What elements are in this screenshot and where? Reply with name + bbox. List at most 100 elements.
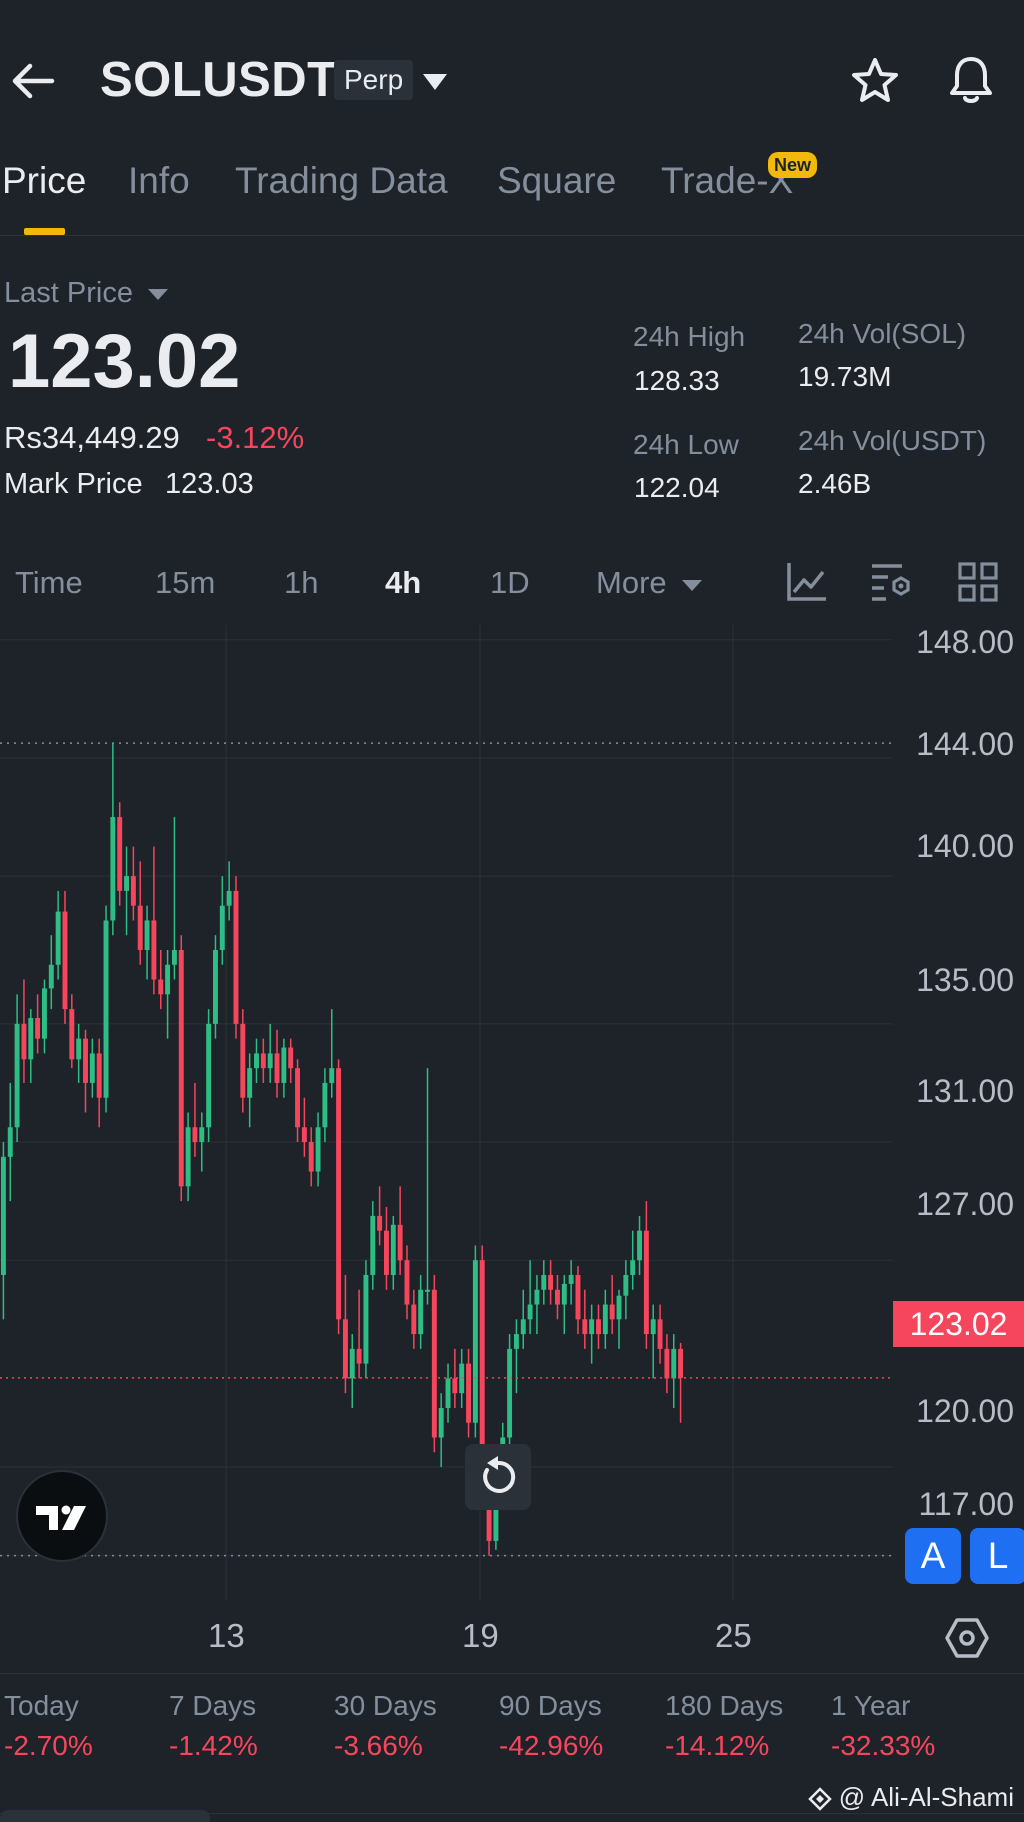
candle-body-down: [582, 1319, 588, 1335]
interval-1d[interactable]: 1D: [490, 565, 530, 600]
candle-body-up: [513, 1334, 519, 1349]
last-price-tag: 123.02: [893, 1301, 1024, 1347]
candle-body-down: [130, 876, 136, 906]
chevron-down-icon: [423, 74, 447, 90]
candle-body-down: [21, 1023, 27, 1060]
interval-15m[interactable]: 15m: [155, 565, 216, 600]
chart-settings-icon: [872, 564, 910, 601]
candle-body-up: [124, 876, 130, 891]
candle-body-down: [336, 1068, 342, 1320]
y-axis-label: 120.00: [916, 1393, 1014, 1429]
tab-info[interactable]: Info: [128, 160, 190, 201]
log-scale-button[interactable]: L: [970, 1528, 1024, 1584]
high-24h-value: 128.33: [634, 365, 720, 396]
price-type-selector[interactable]: Last Price: [4, 277, 169, 310]
candle-body-down: [308, 1142, 314, 1172]
candle-body-down: [554, 1289, 560, 1305]
hexagon-settings-icon: [945, 1618, 989, 1658]
bottom-sheet-handle[interactable]: [0, 1810, 210, 1822]
y-axis-label: 135.00: [916, 962, 1014, 998]
candle-body-down: [83, 1038, 88, 1083]
candle-body-down: [479, 1260, 485, 1482]
candle-body-down: [596, 1319, 601, 1335]
candlestick-chart[interactable]: [0, 625, 1024, 1600]
layout-grid-button[interactable]: [958, 562, 998, 602]
candle-body-down: [431, 1289, 437, 1438]
candle-body-up: [568, 1275, 574, 1284]
interval-more[interactable]: More: [596, 565, 703, 601]
candle-body-up: [281, 1047, 287, 1083]
candle-body-up: [349, 1348, 355, 1379]
auto-scale-button[interactable]: A: [905, 1528, 961, 1584]
tab-trading-data[interactable]: Trading Data: [235, 160, 448, 201]
candle-body-down: [62, 911, 68, 1010]
interval-4h[interactable]: 4h: [385, 565, 422, 600]
low-24h-value: 122.04: [634, 472, 720, 503]
candle-body-up: [206, 1023, 212, 1128]
tab-square[interactable]: Square: [497, 160, 617, 201]
candle-body-down: [96, 1053, 102, 1098]
tab-price[interactable]: Price: [2, 160, 87, 201]
perf-label-7d: 7 Days: [169, 1690, 257, 1721]
perf-value-180d: -14.12%: [665, 1730, 770, 1761]
perf-label-90d: 90 Days: [499, 1690, 602, 1721]
candle-body-up: [76, 1038, 82, 1060]
candle-body-down: [404, 1260, 410, 1305]
mark-price-value: 123.03: [165, 468, 254, 500]
candle-body-down: [137, 905, 143, 950]
vol-base-value: 19.73M: [798, 361, 892, 392]
y-axis-label: 148.00: [916, 624, 1014, 660]
candle-body-down: [548, 1275, 554, 1290]
back-button[interactable]: [8, 58, 58, 104]
candle-body-up: [445, 1378, 451, 1408]
candle-body-up: [7, 1127, 13, 1157]
symbol-dropdown-button[interactable]: [420, 70, 450, 94]
candle-body-up: [527, 1304, 533, 1320]
watermark: @ Ali-Al-Shami: [807, 1782, 1014, 1813]
candle-body-up: [561, 1283, 567, 1305]
y-axis-label: 140.00: [916, 828, 1014, 864]
refresh-icon: [483, 1456, 516, 1493]
candle-body-up: [507, 1348, 513, 1438]
interval-1h[interactable]: 1h: [284, 565, 319, 600]
candle-body-up: [418, 1289, 424, 1335]
price-type-label: Last Price: [4, 277, 133, 309]
back-arrow-icon: [12, 63, 55, 99]
candle-body-up: [534, 1289, 540, 1305]
candles: [0, 743, 893, 1556]
candle-body-up: [650, 1319, 656, 1335]
candle-body-down: [609, 1304, 615, 1320]
chart-bottom-divider: [0, 1673, 1024, 1674]
perf-bottom-divider: [0, 1813, 1024, 1814]
candle-body-up: [14, 1023, 20, 1128]
perf-value-1y: -32.33%: [831, 1730, 936, 1761]
perf-label-1y: 1 Year: [831, 1690, 911, 1721]
candle-body-down: [260, 1053, 266, 1069]
perf-value-7d: -1.42%: [169, 1730, 258, 1761]
vol-base-label: 24h Vol(SOL): [798, 318, 967, 349]
indicators-button[interactable]: [786, 560, 828, 602]
tradingview-logo[interactable]: [16, 1470, 108, 1562]
candle-body-up: [315, 1127, 321, 1172]
interval-more-label: More: [596, 565, 667, 600]
symbol-title[interactable]: SOLUSDT: [100, 53, 338, 107]
candle-body-up: [616, 1295, 622, 1320]
y-axis-label: 131.00: [916, 1073, 1014, 1109]
reset-chart-button[interactable]: [465, 1444, 531, 1510]
candle-body-up: [55, 911, 61, 965]
mark-price-label: Mark Price: [4, 468, 143, 500]
candle-body-down: [192, 1127, 198, 1143]
x-axis-label: 13: [208, 1617, 245, 1654]
candle-body-down: [178, 950, 184, 1187]
candle-body-down: [486, 1481, 492, 1541]
candle-body-down: [356, 1348, 362, 1364]
chart-settings-button[interactable]: [870, 562, 914, 602]
contract-type-badge: Perp: [334, 60, 414, 100]
favorite-button[interactable]: [850, 56, 900, 106]
candle-body-up: [602, 1304, 608, 1335]
chart-config-button[interactable]: [945, 1616, 989, 1660]
interval-time[interactable]: Time: [15, 565, 83, 600]
perf-value-30d: -3.66%: [334, 1730, 423, 1761]
candle-body-up: [438, 1407, 444, 1438]
price-alert-button[interactable]: [946, 54, 996, 106]
